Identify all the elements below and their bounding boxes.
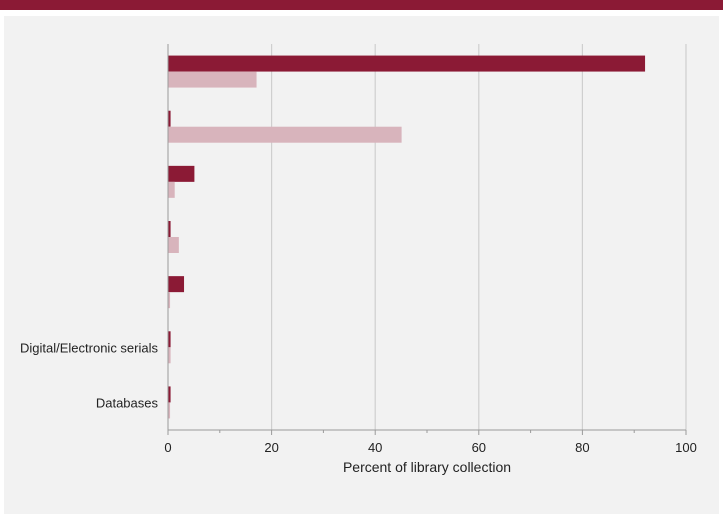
bar-series1-cat3 — [168, 165, 195, 182]
x-tick-label: 80 — [575, 440, 589, 455]
bar-series2-cat4 — [168, 237, 179, 253]
bars — [168, 55, 646, 419]
x-tick-label: 60 — [472, 440, 486, 455]
x-axis: 0 20 40 60 80 100 — [164, 44, 697, 455]
category-label: Digital/Electronic serials — [20, 340, 158, 355]
bar-series2-cat1 — [168, 71, 257, 88]
x-axis-title: Percent of library collection — [343, 459, 511, 475]
bar-series1-cat2 — [168, 110, 171, 127]
bar-series2-cat3 — [168, 181, 175, 198]
bar-series1-cat6 — [168, 331, 171, 348]
category-label: Databases — [96, 395, 159, 410]
x-tick-label: 100 — [675, 440, 697, 455]
x-tick-label: 20 — [264, 440, 278, 455]
bar-series1-cat1 — [168, 55, 646, 72]
bar-series1-cat5 — [168, 276, 185, 293]
top-rule — [0, 0, 723, 10]
bar-series2-cat6 — [168, 347, 171, 364]
bar-series2-cat2 — [168, 126, 402, 143]
x-tick-label: 40 — [368, 440, 382, 455]
chart-panel — [4, 16, 719, 514]
bar-series1-cat7 — [168, 386, 171, 403]
x-tick-label: 0 — [164, 440, 171, 455]
bar-series1-cat4 — [168, 221, 171, 237]
grid-lines — [271, 44, 687, 430]
bar-series2-cat5 — [168, 292, 171, 309]
bar-series2-cat7 — [168, 402, 171, 419]
category-labels: Digital/Electronic serials Databases — [20, 340, 158, 410]
